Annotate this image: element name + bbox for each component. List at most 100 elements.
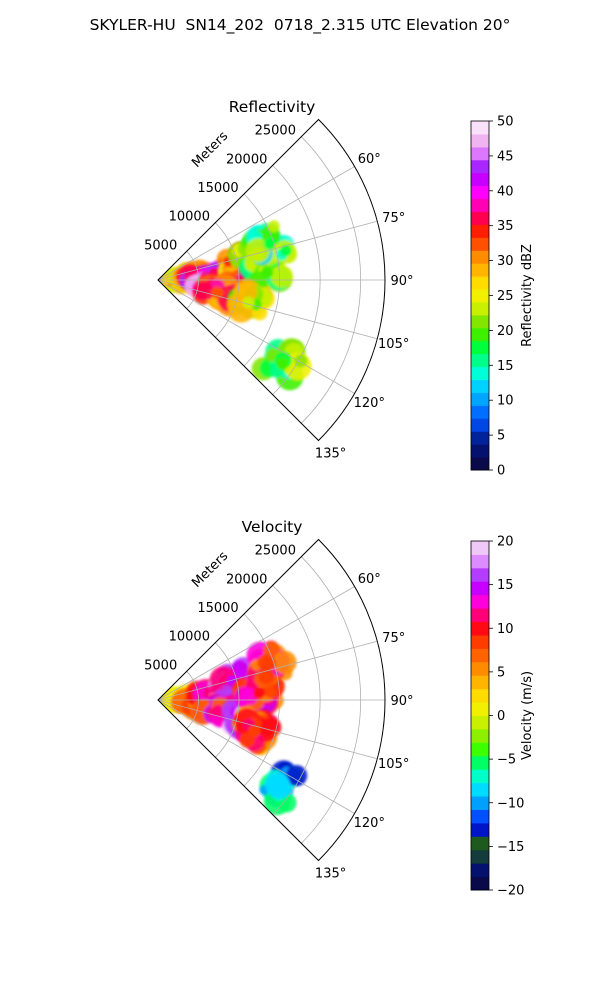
colorbar-swatch xyxy=(471,146,489,161)
echo-blob xyxy=(251,338,312,391)
colorbar-swatch xyxy=(471,405,489,419)
colorbar-swatch xyxy=(471,621,489,636)
radial-tick-label: 10000 xyxy=(169,210,210,225)
colorbar-swatch xyxy=(471,289,489,303)
colorbar-swatch xyxy=(471,796,489,810)
azimuth-tick-label: 90° xyxy=(390,274,413,289)
radial-tick-label: 15000 xyxy=(197,601,238,616)
radial-tick-label: 25000 xyxy=(255,544,296,559)
radial-tick-label: 10000 xyxy=(169,630,210,645)
colorbar-swatch xyxy=(471,159,489,174)
colorbar-swatch xyxy=(471,314,489,329)
colorbar-swatch xyxy=(471,769,489,784)
echo-blob xyxy=(242,220,298,268)
colorbar-tick-label: 20 xyxy=(497,535,514,550)
colorbar-swatch xyxy=(471,211,489,225)
colorbar: −20 −15 −10 −5 0 5 10 15 20 Velocity (m/s) xyxy=(470,535,535,899)
echo-cell xyxy=(270,265,293,288)
colorbar-swatch xyxy=(471,276,489,290)
azimuth-spoke xyxy=(157,586,355,701)
colorbar-swatch xyxy=(471,809,489,824)
echo-blob xyxy=(246,640,297,688)
colorbar-tick-label: −10 xyxy=(497,796,524,811)
echo-core xyxy=(276,777,289,790)
colorbar: 0 5 10 15 20 25 30 35 40 45 50 Reflectivity dBZ xyxy=(470,115,535,479)
colorbar-swatch xyxy=(471,379,489,393)
azimuth-tick-label: 135° xyxy=(315,447,346,462)
echo-cell xyxy=(267,220,280,233)
colorbar-swatch xyxy=(471,567,489,582)
chart-panel-reflectivity: 60° 75° 90° 105° 120° 135° 5000 10000 15000 20000… xyxy=(144,98,535,479)
colorbar-tick-label: 30 xyxy=(497,254,514,269)
azimuth-spoke xyxy=(157,279,355,394)
colorbar-swatch xyxy=(471,755,489,770)
radial-tick-label: 25000 xyxy=(255,124,296,139)
colorbar-label: Reflectivity dBZ xyxy=(520,244,535,347)
colorbar-swatch xyxy=(471,594,489,609)
echo-cell xyxy=(280,244,292,257)
colorbar-swatch xyxy=(471,863,489,878)
colorbar-tick-label: 50 xyxy=(497,115,514,130)
azimuth-tick-label: 120° xyxy=(354,396,385,411)
colorbar-swatch xyxy=(471,431,489,445)
echo-cell xyxy=(231,660,249,678)
colorbar-swatch xyxy=(471,661,489,676)
colorbar-tick-label: 10 xyxy=(497,394,514,409)
colorbar-swatch xyxy=(471,185,489,200)
colorbar-swatch xyxy=(471,876,489,891)
colorbar-swatch xyxy=(471,198,489,212)
echo-cell xyxy=(273,650,297,675)
figure-title: SKYLER-HU SN14_202 0718_2.315 UTC Elevat… xyxy=(89,16,511,34)
azimuth-spoke xyxy=(157,166,355,281)
azimuth-tick-label: 105° xyxy=(378,337,409,352)
chart-panel-velocity: 60° 75° 90° 105° 120° 135° 5000 10000 15000 20000… xyxy=(144,518,535,899)
colorbar-swatch xyxy=(471,836,489,851)
colorbar-tick-label: 35 xyxy=(497,219,514,234)
azimuth-tick-label: 105° xyxy=(378,757,409,772)
colorbar-swatch xyxy=(471,418,489,432)
azimuth-tick-label: 60° xyxy=(358,152,381,167)
radial-tick-label: 15000 xyxy=(197,181,238,196)
colorbar-swatch xyxy=(471,608,489,623)
colorbar-swatch xyxy=(471,340,489,355)
colorbar-tick-label: −15 xyxy=(497,840,524,855)
colorbar-tick-label: 15 xyxy=(497,578,514,593)
echo-core xyxy=(261,266,274,279)
colorbar-tick-label: 40 xyxy=(497,184,514,199)
colorbar-swatch xyxy=(471,224,489,238)
echo-core xyxy=(211,286,224,299)
azimuth-tick-label: 75° xyxy=(382,631,405,646)
sector-outline xyxy=(157,118,386,442)
radial-tick-label: 20000 xyxy=(226,572,267,587)
azimuth-spoke xyxy=(157,640,378,701)
colorbar-swatch xyxy=(471,634,489,649)
colorbar-label: Velocity (m/s) xyxy=(520,671,535,760)
colorbar-tick-label: −20 xyxy=(497,884,524,899)
colorbar-swatch xyxy=(471,327,489,342)
colorbar-tick-label: 5 xyxy=(497,665,505,680)
colorbar-swatch xyxy=(471,237,489,251)
azimuth-tick-label: 135° xyxy=(315,867,346,882)
radial-tick-label: 20000 xyxy=(226,152,267,167)
colorbar-swatch xyxy=(471,648,489,663)
colorbar-swatch xyxy=(471,688,489,703)
azimuth-spoke xyxy=(157,699,355,814)
colorbar-swatch xyxy=(471,121,489,135)
echo-cell xyxy=(198,284,215,300)
colorbar-tick-label: 0 xyxy=(497,709,505,724)
echo-field xyxy=(158,640,308,816)
azimuth-spoke xyxy=(157,220,378,281)
echo-blob xyxy=(232,705,282,756)
colorbar-tick-label: −5 xyxy=(497,753,516,768)
azimuth-tick-label: 90° xyxy=(390,694,413,709)
colorbar-swatch xyxy=(471,392,489,406)
colorbar-swatch xyxy=(471,263,489,277)
azimuth-spoke xyxy=(157,699,378,760)
colorbar-swatch xyxy=(471,353,489,368)
colorbar-swatch xyxy=(471,133,489,148)
echo-field xyxy=(158,220,312,391)
colorbar-swatch xyxy=(471,457,489,471)
colorbar-swatch xyxy=(471,581,489,596)
colorbar-swatch xyxy=(471,554,489,569)
